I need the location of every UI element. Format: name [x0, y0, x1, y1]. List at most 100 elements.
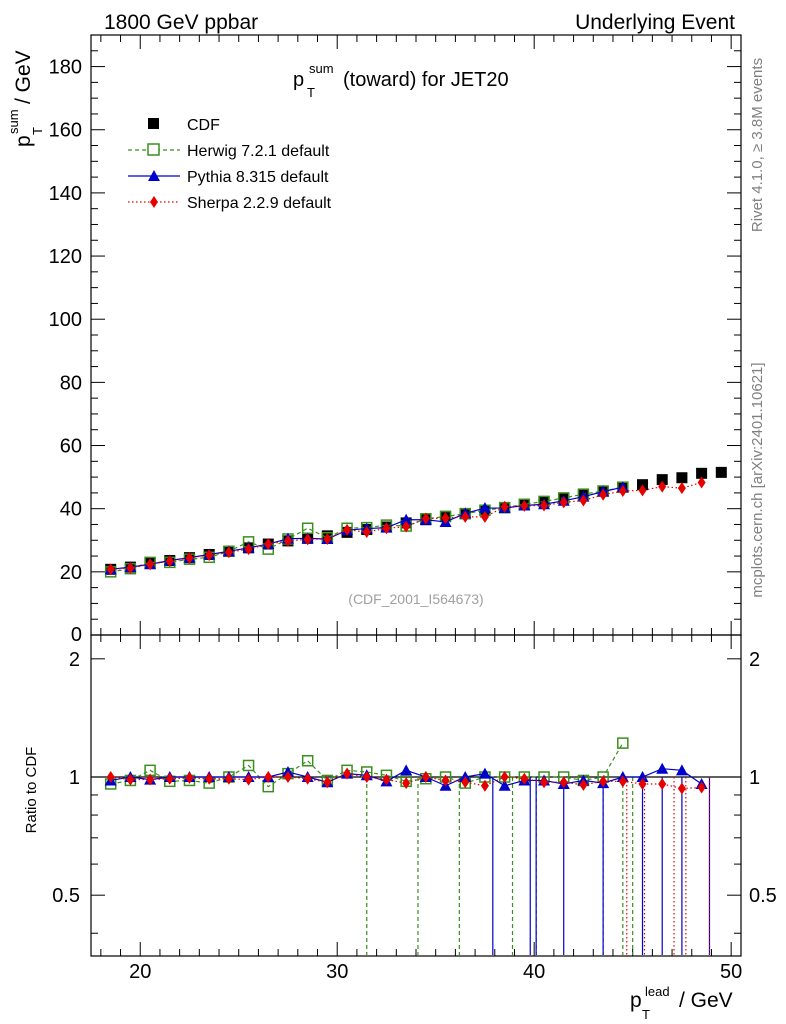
mcplots-label: mcplots.cern.ch [arXiv:2401.10621]	[749, 362, 766, 597]
ylabel-sub: T	[30, 127, 45, 135]
ratio-plot-frame	[90, 634, 742, 957]
title-rest: (toward) for JET20	[343, 69, 509, 91]
y-tick-label: 100	[49, 309, 82, 331]
ratio-point-sherpa	[540, 776, 549, 789]
legend-item-cdf: CDF	[148, 117, 220, 134]
ratio-y-label: Ratio to CDF	[23, 747, 40, 834]
data-point-sherpa	[441, 512, 450, 525]
data-point-sherpa	[146, 558, 155, 571]
ratio-point-pythia	[498, 779, 511, 791]
data-point-sherpa	[461, 510, 470, 523]
ylabel-main: p	[12, 135, 35, 147]
y-tick-label: 180	[49, 57, 82, 79]
ratio-point-sherpa	[677, 782, 686, 795]
ratio-y-tick-label-right: 1	[749, 767, 760, 789]
data-point-sherpa	[106, 563, 115, 576]
data-point-sherpa	[205, 549, 214, 562]
ratio-point-sherpa	[480, 779, 489, 792]
data-point-sherpa	[323, 533, 332, 545]
data-point-sherpa	[618, 485, 627, 497]
legend-marker-sherpa	[150, 196, 158, 208]
data-point-sherpa	[480, 510, 489, 523]
data-point-cdf	[715, 466, 727, 478]
xlabel-main: p	[630, 989, 642, 1012]
ratio-point-pythia	[656, 762, 669, 774]
ratio-point-sherpa	[500, 771, 509, 784]
ratio-point-sherpa	[205, 772, 214, 785]
series-line-herwig	[110, 486, 623, 573]
ratio-point-sherpa	[303, 772, 312, 785]
xlabel-sup: lead	[645, 984, 670, 999]
ratio-point-sherpa	[382, 773, 391, 786]
y-tick-label: 0	[71, 624, 82, 646]
data-point-sherpa	[658, 480, 667, 493]
ratio-point-pythia	[675, 764, 688, 776]
ratio-point-sherpa	[224, 772, 233, 785]
x-tick-label: 20	[129, 961, 151, 983]
ratio-point-sherpa	[165, 772, 174, 785]
main-axes: 0 20 40 60 80 100 120 140 160 180	[49, 34, 741, 646]
ratio-point-sherpa	[106, 771, 115, 784]
ratio-point-sherpa	[244, 773, 253, 786]
ratio-point-sherpa	[126, 773, 135, 786]
data-point-pythia	[478, 502, 491, 514]
legend-label-cdf: CDF	[187, 117, 220, 134]
data-point-sherpa	[264, 538, 273, 551]
legend-label-sherpa: Sherpa 2.2.9 default	[187, 195, 332, 212]
data-point-sherpa	[599, 488, 608, 501]
data-point-sherpa	[185, 551, 194, 564]
ratio-point-sherpa	[638, 777, 647, 790]
xlabel-rest: / GeV	[679, 989, 733, 1012]
data-point-cdf	[656, 474, 668, 486]
legend-item-sherpa: Sherpa 2.2.9 default	[128, 195, 332, 212]
x-tick-label: 50	[720, 961, 742, 983]
ratio-point-sherpa	[402, 777, 411, 790]
y-tick-label: 80	[60, 372, 82, 394]
plot-title: p sum T (toward) for JET20	[293, 61, 509, 100]
ylabel-sup: sum	[6, 109, 21, 134]
ratio-y-tick-label: 1	[69, 767, 80, 789]
data-point-pythia	[400, 513, 413, 525]
data-point-cdf	[676, 472, 688, 484]
data-point-sherpa	[244, 543, 253, 556]
ratio-point-sherpa	[461, 776, 470, 789]
ratio-y-tick-label-right: 0.5	[749, 885, 777, 907]
legend-marker-cdf	[148, 118, 159, 129]
ylabel-rest: / GeV	[12, 50, 35, 104]
data-point-sherpa	[126, 562, 135, 575]
ratio-point-sherpa	[599, 775, 608, 788]
ratio-point-sherpa	[283, 771, 292, 784]
y-tick-label: 120	[49, 246, 82, 268]
data-point-sherpa	[520, 499, 529, 512]
ratio-point-sherpa	[185, 771, 194, 784]
data-point-sherpa	[697, 476, 706, 489]
data-point-sherpa	[638, 484, 647, 497]
ratio-y-tick-label-right: 2	[749, 649, 760, 671]
data-point-sherpa	[303, 533, 312, 546]
ratio-point-sherpa	[421, 771, 430, 784]
ratio-point-herwig	[301, 755, 314, 767]
legend-item-pythia: Pythia 8.315 default	[128, 169, 329, 186]
data-point-sherpa	[579, 494, 588, 507]
data-point-sherpa	[165, 555, 174, 568]
ratio-point-pythia	[636, 771, 649, 783]
title-sup: sum	[309, 61, 334, 76]
legend-marker-herwig	[147, 143, 160, 156]
ratio-point-herwig	[242, 759, 255, 772]
y-tick-label: 160	[49, 120, 82, 142]
data-point-sherpa	[677, 482, 686, 495]
y-tick-label: 60	[60, 436, 82, 458]
title-sub: T	[307, 85, 315, 100]
data-point-sherpa	[362, 526, 371, 539]
ratio-axes: 20 30 40 50 0.5 0.5 1 1 2 2	[52, 635, 777, 983]
xlabel-sub: T	[642, 1007, 650, 1022]
ratio-line-herwig	[110, 742, 624, 788]
main-data-marks	[104, 466, 727, 578]
title-main: p	[293, 69, 304, 91]
data-point-sherpa	[283, 534, 292, 547]
ratio-point-sherpa	[441, 774, 450, 787]
ratio-point-sherpa	[362, 771, 371, 784]
ratio-y-tick-label: 0.5	[52, 885, 80, 907]
ratio-point-herwig	[617, 737, 629, 749]
